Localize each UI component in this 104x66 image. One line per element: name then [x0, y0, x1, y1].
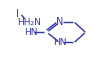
- Text: HN: HN: [53, 38, 66, 47]
- Text: HN: HN: [24, 28, 37, 37]
- Text: N: N: [56, 17, 63, 27]
- Text: HH₂N: HH₂N: [17, 18, 41, 27]
- Text: I: I: [16, 9, 19, 19]
